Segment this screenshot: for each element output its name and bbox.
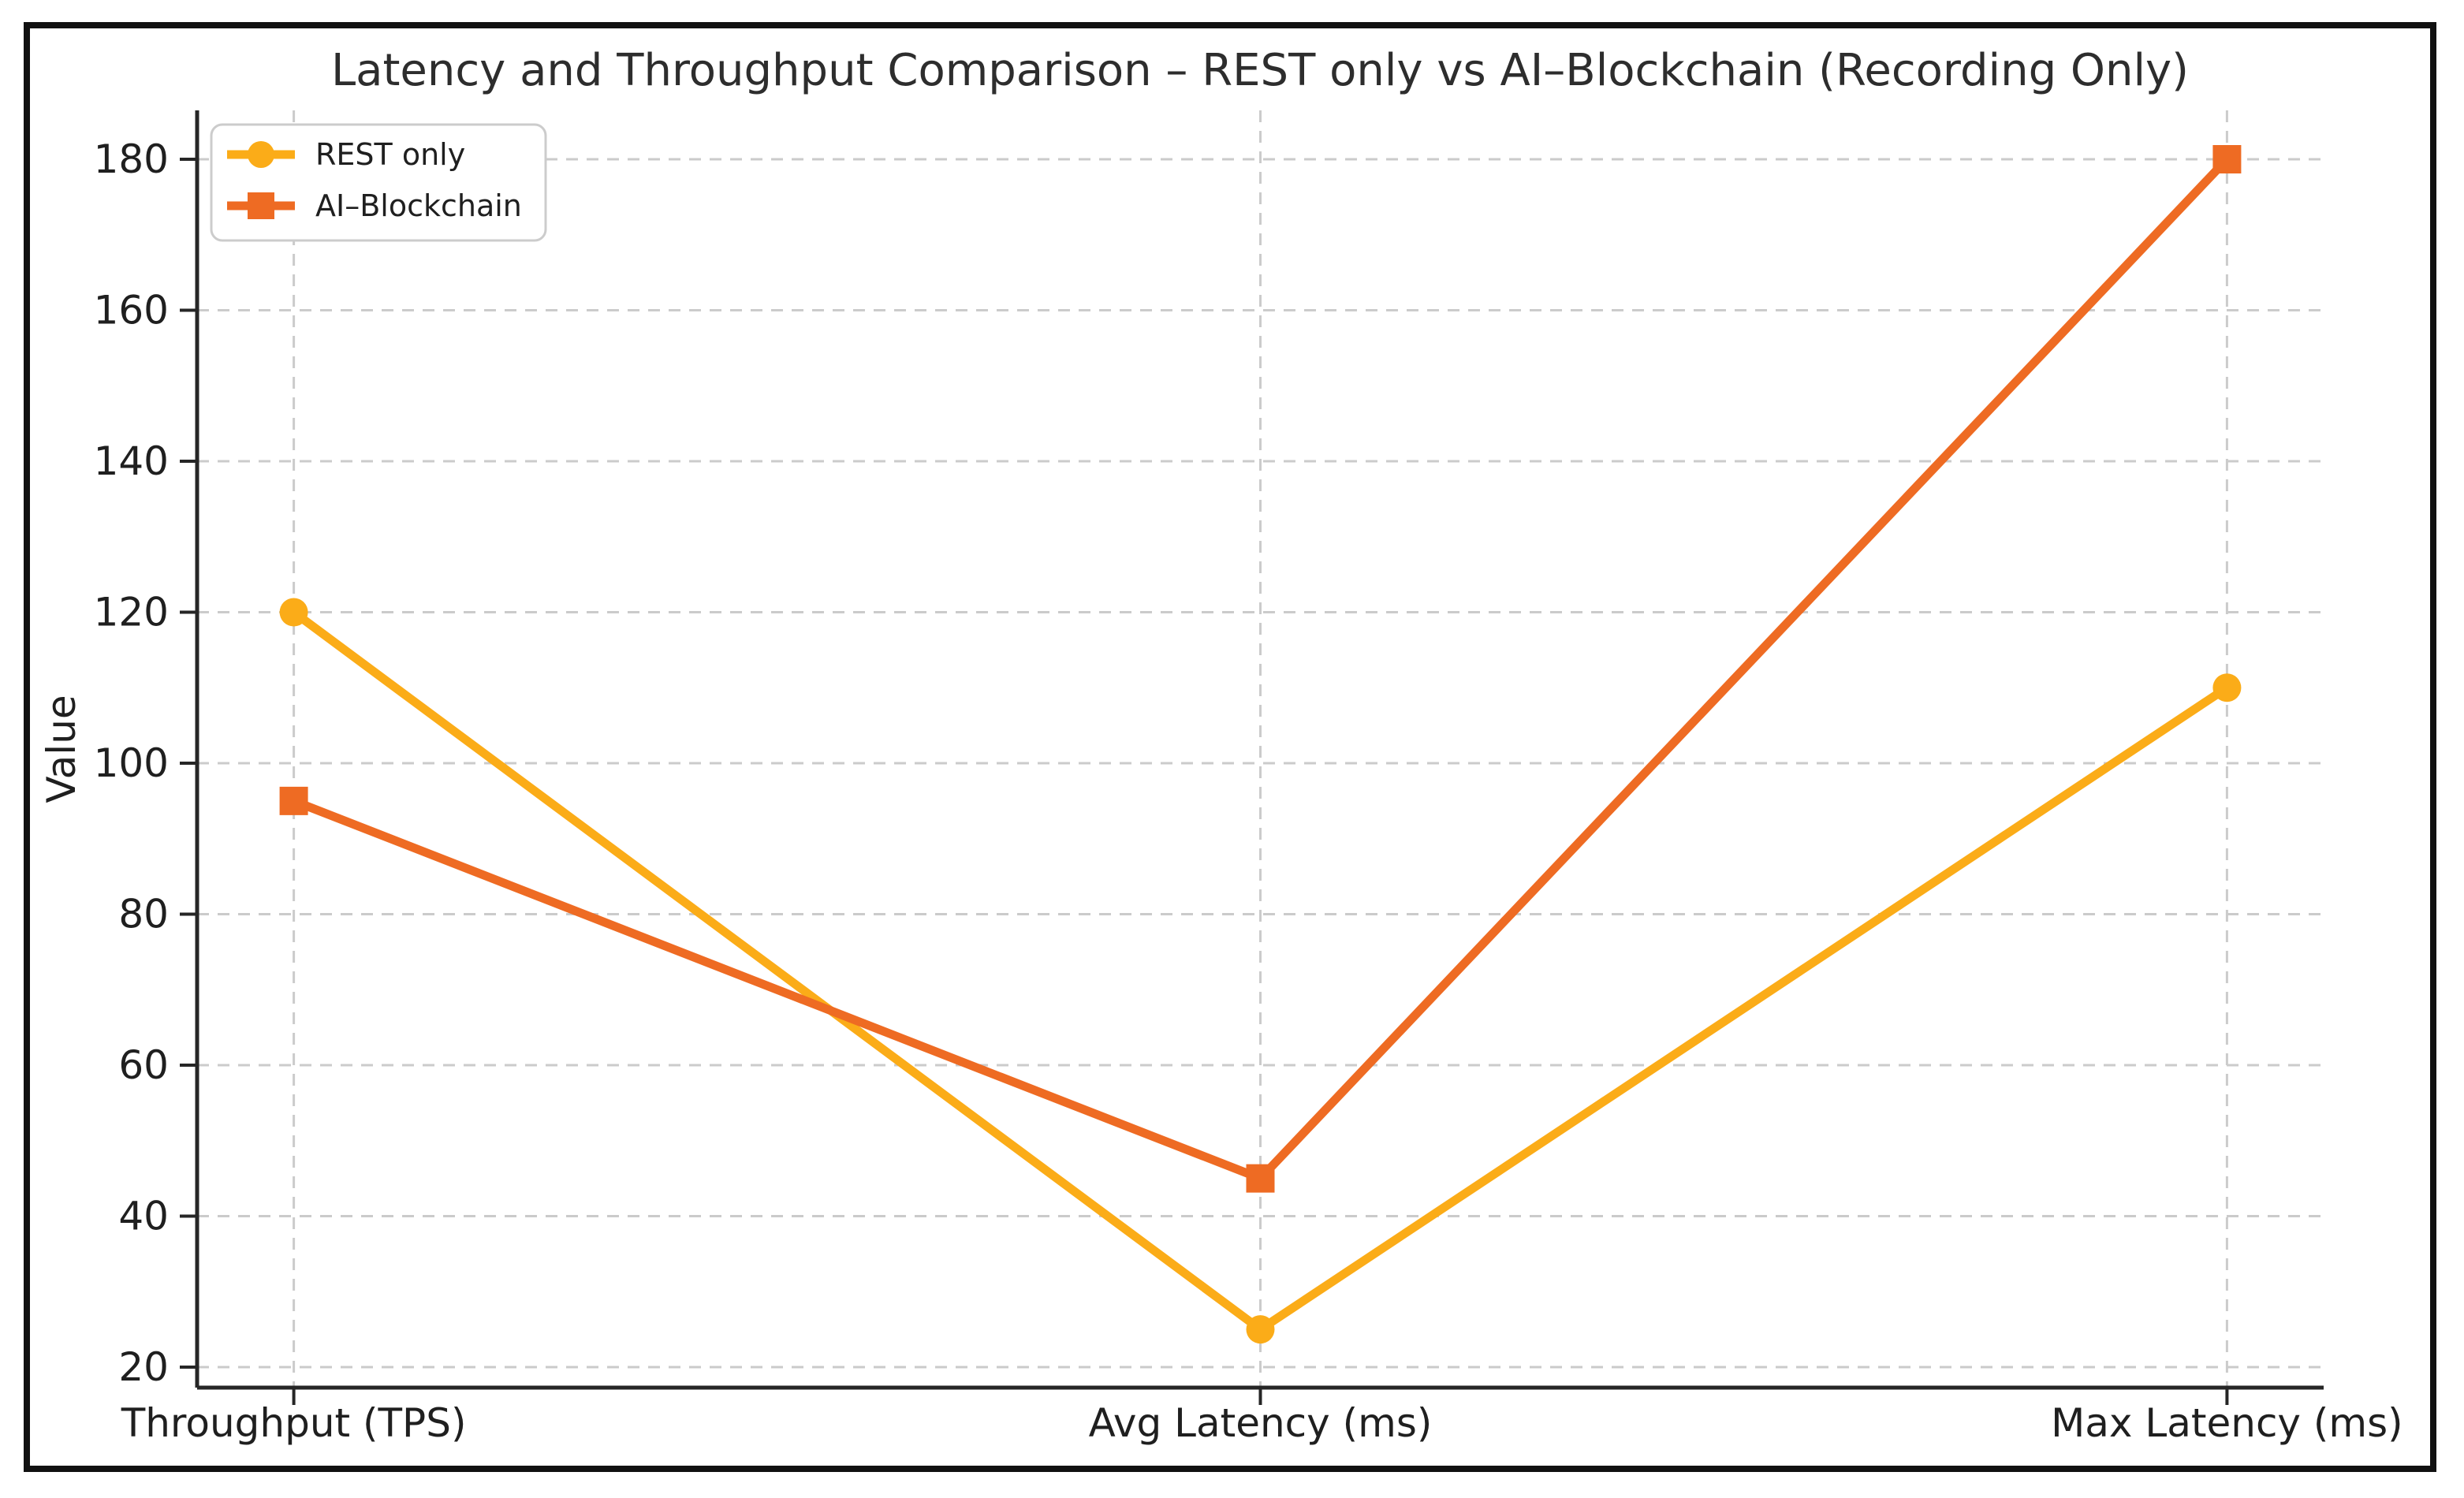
data-point-square (2212, 145, 2242, 173)
chart-title: Latency and Throughput Comparison – REST… (331, 45, 2189, 96)
y-tick-label: 160 (94, 288, 169, 334)
legend-marker-square (248, 192, 274, 219)
y-tick-label: 60 (118, 1042, 169, 1088)
legend-markers (227, 141, 295, 219)
x-tick-label-max-latency: Max Latency (ms) (2051, 1400, 2403, 1446)
y-tick-label: 20 (118, 1344, 169, 1390)
data-point-circle (2212, 673, 2242, 702)
x-tick-label-avg-latency: Avg Latency (ms) (1089, 1400, 1433, 1446)
legend-label-rest-only: REST only (315, 137, 465, 172)
figure-border (24, 22, 2436, 1472)
y-axis-label: Value (39, 695, 84, 803)
x-tick-labels: Throughput (TPS) Avg Latency (ms) Max La… (121, 1400, 2403, 1446)
series-lines (279, 145, 2242, 1344)
y-tick-label: 180 (94, 136, 169, 182)
y-tick-label: 100 (94, 740, 169, 786)
legend: REST only AI–Blockchain (210, 123, 547, 242)
y-tick-label: 40 (118, 1194, 169, 1239)
data-point-circle (279, 598, 308, 627)
y-tick-label: 140 (94, 438, 169, 484)
legend-label-ai-blockchain: AI–Blockchain (315, 188, 522, 223)
gridlines (197, 110, 2324, 1388)
data-point-square (1246, 1164, 1275, 1193)
data-point-circle (1246, 1315, 1275, 1344)
y-tick-label: 120 (94, 590, 169, 635)
axes: 20 40 60 80 100 120 140 160 180 (94, 110, 2324, 1405)
legend-marker-circle (248, 141, 274, 168)
y-tick-label: 80 (118, 892, 169, 937)
x-tick-label-throughput: Throughput (TPS) (121, 1400, 467, 1446)
data-point-square (279, 786, 308, 815)
